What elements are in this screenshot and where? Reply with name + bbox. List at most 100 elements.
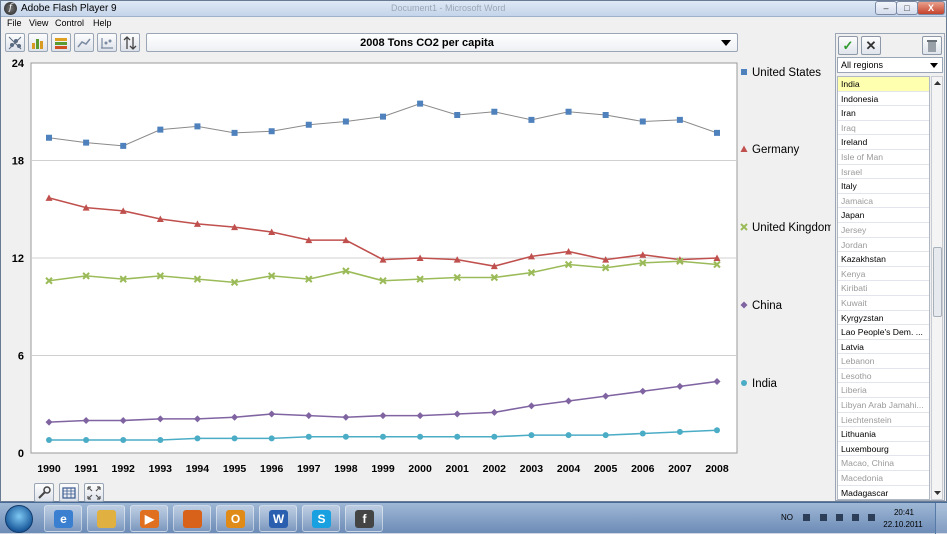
data-point — [453, 256, 461, 263]
country-item[interactable]: Kenya — [838, 267, 929, 282]
start-button[interactable] — [5, 505, 33, 533]
clock-date[interactable]: 22.10.2011 — [883, 520, 923, 529]
network-icon[interactable] — [836, 514, 843, 521]
data-point — [231, 413, 239, 421]
data-point — [602, 392, 610, 400]
close-button[interactable]: X — [917, 1, 945, 15]
country-item[interactable]: Japan — [838, 208, 929, 223]
data-point — [453, 273, 461, 282]
legend-label: China — [752, 300, 783, 312]
menu-help[interactable]: Help — [93, 18, 112, 28]
data-point — [156, 272, 165, 280]
taskbar-app-button[interactable]: O — [216, 505, 254, 532]
bar-view-button[interactable] — [28, 33, 48, 52]
taskbar-app-button[interactable]: e — [44, 505, 82, 532]
taskbar-app-button[interactable]: f — [345, 505, 383, 532]
country-item[interactable]: Israel — [838, 165, 929, 180]
x-tick-label: 1992 — [112, 463, 136, 475]
data-point — [379, 412, 387, 420]
window-title: Adobe Flash Player 9 — [21, 3, 117, 14]
taskbar-app-button[interactable]: ▶ — [130, 505, 168, 532]
language-indicator[interactable]: NO — [781, 513, 793, 522]
signal-icon[interactable] — [852, 514, 859, 521]
scatter-view-button[interactable] — [5, 33, 25, 52]
country-list-scrollbar[interactable] — [931, 76, 943, 500]
scrollbar-thumb[interactable] — [933, 247, 942, 317]
country-item[interactable]: Kazakhstan — [838, 252, 929, 267]
select-all-button[interactable]: ✓ — [838, 36, 858, 55]
data-point — [45, 418, 53, 426]
scroll-down-icon[interactable] — [933, 488, 942, 498]
menu-control[interactable]: Control — [55, 18, 85, 28]
data-point — [527, 268, 536, 277]
taskbar-app-button[interactable] — [87, 505, 125, 532]
tray-arrow-icon[interactable] — [803, 514, 810, 521]
country-item[interactable]: Liberia — [838, 383, 929, 399]
country-item[interactable]: Kyrgyzstan — [838, 311, 929, 326]
indicator-dropdown[interactable]: 2008 Tons CO2 per capita — [146, 33, 738, 52]
menu-view[interactable]: View — [29, 18, 49, 28]
data-point — [639, 118, 646, 125]
country-item[interactable]: Iran — [838, 106, 929, 121]
data-point — [267, 272, 276, 280]
volume-icon[interactable] — [868, 514, 875, 521]
data-point — [740, 145, 748, 152]
country-item[interactable]: Italy — [838, 179, 929, 194]
trash-button[interactable] — [922, 36, 942, 55]
data-point — [157, 126, 164, 133]
table-button[interactable] — [59, 483, 79, 502]
scroll-up-icon[interactable] — [933, 78, 942, 88]
country-item[interactable]: Isle of Man — [838, 150, 929, 165]
data-point — [268, 410, 276, 418]
country-item[interactable]: Iraq — [838, 121, 929, 136]
maximize-button[interactable]: □ — [896, 1, 918, 15]
country-item[interactable]: Jamaica — [838, 194, 929, 209]
country-list[interactable]: India Indonesia Iran Iraq Ireland Isle of Man… — [837, 76, 930, 500]
region-dropdown[interactable]: All regions — [837, 57, 943, 73]
line-view-button[interactable] — [74, 33, 94, 52]
menu-bar: File View Control Help — [1, 17, 946, 31]
data-point — [342, 433, 349, 440]
map-view-button[interactable] — [51, 33, 71, 52]
country-item[interactable]: Macao, China — [838, 456, 929, 472]
flash-player-window: f Adobe Flash Player 9 Document1 - Micro… — [0, 0, 947, 502]
legend-label: United States — [752, 67, 821, 79]
data-point — [676, 382, 684, 390]
show-desktop-button[interactable] — [935, 503, 947, 534]
sort-button[interactable] — [120, 33, 140, 52]
clock-time[interactable]: 20:41 — [893, 508, 915, 517]
settings-view-button[interactable] — [97, 33, 117, 52]
data-point — [268, 228, 276, 235]
country-item[interactable]: Jersey — [838, 223, 929, 238]
country-item[interactable]: Liechtenstein — [838, 413, 929, 428]
data-point — [305, 412, 313, 420]
country-item[interactable]: Lebanon — [838, 354, 929, 369]
country-item[interactable]: Latvia — [838, 340, 929, 355]
menu-file[interactable]: File — [7, 18, 22, 28]
data-point — [713, 260, 721, 269]
country-item[interactable]: Kiribati — [838, 281, 929, 296]
country-item[interactable]: Lesotho — [838, 369, 929, 384]
country-item[interactable]: Ireland — [838, 135, 929, 150]
country-item[interactable]: Libyan Arab Jamahi... — [838, 398, 929, 413]
country-item[interactable]: India — [838, 77, 929, 92]
country-item[interactable]: Lithuania — [838, 427, 929, 442]
country-item[interactable]: Luxembourg — [838, 442, 929, 457]
country-item[interactable]: Kuwait — [838, 296, 929, 311]
taskbar-app-button[interactable] — [173, 505, 211, 532]
country-item[interactable]: Lao People's Dem. ... — [838, 325, 929, 340]
taskbar-app-button[interactable]: S — [302, 505, 340, 532]
country-item[interactable]: Macedonia — [838, 471, 929, 486]
deselect-button[interactable]: ✕ — [861, 36, 881, 55]
country-item[interactable]: Indonesia — [838, 92, 929, 107]
x-tick-label: 1996 — [260, 463, 284, 475]
country-item[interactable]: Jordan — [838, 238, 929, 253]
flag-icon[interactable] — [820, 514, 827, 521]
skype-icon: S — [312, 510, 331, 528]
fullscreen-button[interactable] — [84, 483, 104, 502]
minimize-button[interactable]: – — [875, 1, 897, 15]
taskbar-app-button[interactable]: W — [259, 505, 297, 532]
wrench-button[interactable] — [34, 483, 54, 502]
country-item[interactable]: Madagascar — [838, 486, 929, 499]
title-bar[interactable]: f Adobe Flash Player 9 Document1 - Micro… — [1, 1, 946, 17]
